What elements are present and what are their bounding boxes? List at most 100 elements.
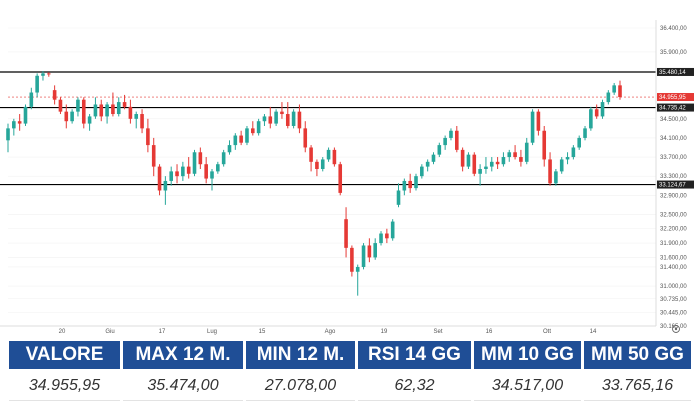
stat-label: MM 10 GG — [474, 341, 581, 369]
candle-body — [361, 245, 366, 267]
candle — [280, 102, 284, 119]
candle-body — [554, 171, 558, 184]
candle-body — [198, 152, 203, 165]
candle — [256, 118, 261, 136]
candle — [186, 157, 191, 179]
candle — [367, 238, 372, 263]
stat-label: MM 50 GG — [584, 341, 691, 369]
candle — [239, 130, 243, 146]
stat-mm-50: MM 50 GG 33.765,16 — [584, 339, 691, 401]
candle-body — [495, 161, 500, 165]
candle-body — [12, 121, 16, 129]
candle-body — [408, 180, 412, 189]
candle-body — [157, 166, 162, 191]
x-tick-label: Giu — [105, 329, 114, 335]
candle-body — [379, 233, 383, 244]
candle — [472, 152, 477, 177]
candle — [309, 145, 313, 172]
candle — [116, 97, 121, 117]
candle — [344, 207, 348, 258]
candle — [338, 161, 343, 196]
candle — [70, 109, 74, 124]
candle — [99, 99, 104, 122]
stat-max-12m: MAX 12 M. 35.474,00 — [123, 339, 243, 401]
level-tag-label: 34.735,42 — [659, 106, 686, 112]
candle-body — [466, 154, 471, 167]
candle — [262, 114, 267, 126]
candle-body — [245, 128, 249, 143]
candle-body — [338, 164, 343, 193]
x-tick-label: Ago — [325, 329, 336, 335]
stat-value: 62,32 — [358, 372, 471, 401]
candle — [93, 97, 98, 119]
candle — [332, 147, 337, 167]
candle — [355, 264, 360, 296]
candle-body — [618, 85, 622, 98]
candle-body — [64, 111, 69, 122]
gear-icon[interactable] — [672, 325, 680, 333]
candle — [600, 99, 605, 119]
candle — [589, 106, 593, 131]
candle — [489, 157, 494, 172]
y-tick-label: 32.500,00 — [660, 212, 687, 218]
candle — [460, 147, 465, 172]
candle-body — [350, 247, 354, 272]
level-tag — [657, 103, 694, 112]
candle-body — [449, 130, 453, 138]
last-price-tag — [657, 93, 694, 102]
candle — [414, 173, 418, 191]
candle — [105, 102, 109, 124]
candle-body — [320, 159, 325, 169]
candle-body — [181, 166, 185, 177]
price-chart: 35.480,14 34.735,42 33.124,67 34.955,95 36.… — [0, 20, 694, 335]
candle — [507, 149, 512, 162]
candle — [23, 104, 28, 126]
candle — [111, 92, 115, 117]
candle-body — [472, 154, 477, 174]
candle — [443, 135, 447, 150]
candle-body — [268, 116, 273, 124]
y-tick-label: 34.500,00 — [660, 117, 687, 123]
candle-body — [175, 171, 179, 177]
candle-body — [239, 135, 243, 143]
candle — [285, 102, 290, 129]
candle — [513, 145, 517, 160]
candle — [157, 164, 162, 196]
candle — [501, 152, 506, 167]
candle-body — [23, 106, 28, 124]
candle-body — [128, 106, 133, 119]
candle — [583, 125, 587, 141]
candle-body — [577, 137, 581, 148]
x-tick-label: 17 — [159, 329, 166, 335]
candle — [251, 121, 255, 136]
candle — [559, 157, 564, 174]
candle — [17, 114, 22, 131]
candle-body — [192, 152, 197, 174]
candle — [221, 149, 226, 167]
candle-body — [29, 92, 34, 107]
candle-body — [396, 190, 401, 205]
candle — [379, 231, 383, 246]
candle-body — [344, 219, 348, 248]
candle — [291, 109, 296, 129]
level-tag — [657, 67, 694, 76]
candle — [542, 125, 547, 167]
level-tag-label: 33.124,67 — [659, 183, 686, 189]
candle-body — [274, 111, 278, 124]
candle-body — [227, 145, 232, 153]
candle-body — [530, 111, 535, 143]
stat-mm-10: MM 10 GG 34.517,00 — [474, 339, 581, 401]
candle — [402, 178, 407, 196]
candle — [192, 149, 197, 177]
x-tick-label: Ott — [543, 329, 551, 335]
candle-body — [420, 166, 424, 177]
candle — [449, 128, 453, 141]
candle — [87, 114, 92, 131]
candle-body — [233, 135, 238, 146]
stat-label: MAX 12 M. — [123, 341, 243, 369]
candle — [274, 109, 278, 126]
candle — [350, 245, 354, 277]
y-tick-label: 32.200,00 — [660, 227, 687, 233]
candle-body — [542, 130, 547, 160]
stats-table: VALORE 34.955,95 MAX 12 M. 35.474,00 MIN… — [9, 339, 691, 401]
